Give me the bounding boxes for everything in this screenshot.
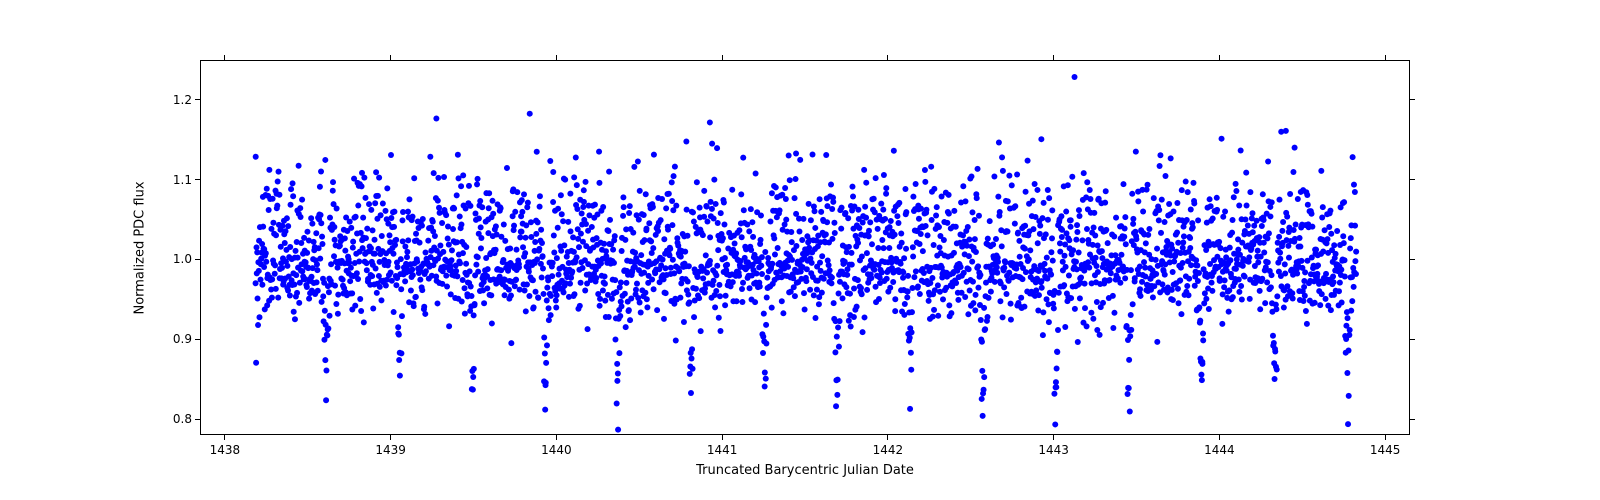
xtick <box>390 435 391 440</box>
xtick <box>1053 55 1054 60</box>
xtick-label: 1439 <box>375 443 406 457</box>
ytick <box>195 419 200 420</box>
xtick-label: 1440 <box>541 443 572 457</box>
plot-axes <box>200 60 1410 435</box>
xtick <box>887 435 888 440</box>
xtick-label: 1438 <box>210 443 241 457</box>
xtick-label: 1444 <box>1204 443 1235 457</box>
ytick <box>1410 179 1415 180</box>
xtick <box>556 55 557 60</box>
ytick <box>1410 419 1415 420</box>
xtick <box>224 435 225 440</box>
x-axis-label: Truncated Barycentric Julian Date <box>696 463 914 478</box>
figure: Truncated Barycentric Julian Date Normal… <box>0 0 1600 500</box>
xtick <box>887 55 888 60</box>
ytick-label: 1.2 <box>162 93 192 107</box>
xtick-label: 1445 <box>1370 443 1401 457</box>
ytick <box>1410 339 1415 340</box>
y-axis-label: Normalized PDC flux <box>133 181 148 314</box>
xtick <box>722 435 723 440</box>
xtick <box>1219 435 1220 440</box>
xtick <box>1053 435 1054 440</box>
xtick-label: 1443 <box>1038 443 1069 457</box>
ytick <box>1410 259 1415 260</box>
ytick <box>195 339 200 340</box>
xtick <box>390 55 391 60</box>
xtick-label: 1442 <box>873 443 904 457</box>
xtick <box>1385 435 1386 440</box>
xtick-label: 1441 <box>707 443 738 457</box>
xtick <box>556 435 557 440</box>
xtick <box>1385 55 1386 60</box>
ytick <box>1410 99 1415 100</box>
scatter-points <box>201 61 1411 436</box>
xtick <box>722 55 723 60</box>
ytick-label: 1.1 <box>162 173 192 187</box>
ytick <box>195 259 200 260</box>
ytick-label: 1.0 <box>162 252 192 266</box>
ytick-label: 0.9 <box>162 332 192 346</box>
ytick-label: 0.8 <box>162 412 192 426</box>
xtick <box>1219 55 1220 60</box>
ytick <box>195 179 200 180</box>
ytick <box>195 99 200 100</box>
xtick <box>224 55 225 60</box>
